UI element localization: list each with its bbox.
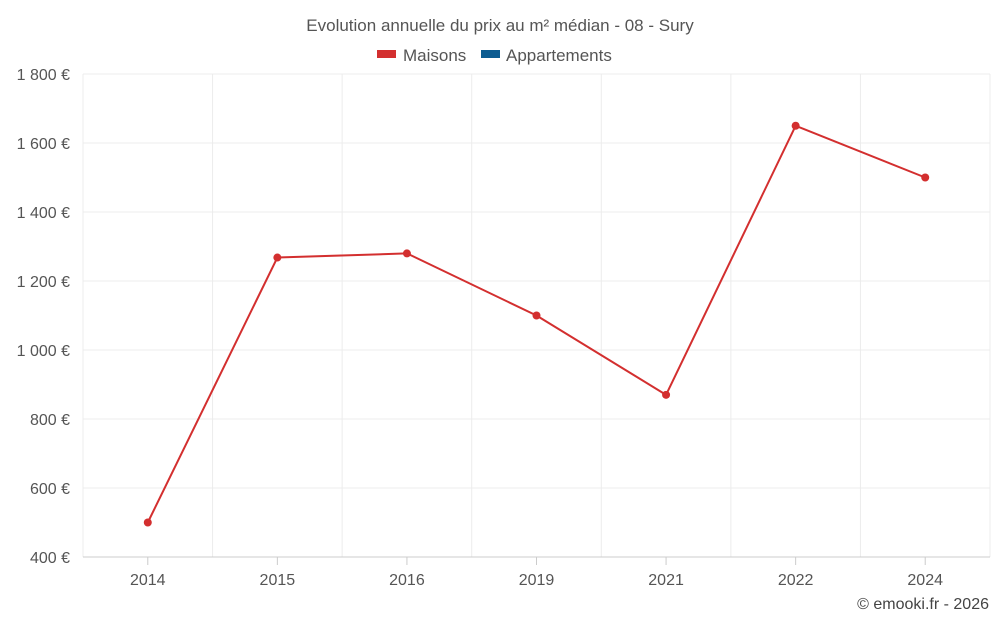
y-tick-label: 400 € xyxy=(30,550,70,567)
x-tick-label: 2015 xyxy=(260,572,296,589)
data-point[interactable] xyxy=(402,249,411,258)
data-point[interactable] xyxy=(532,311,541,320)
data-point[interactable] xyxy=(791,121,800,130)
y-tick-label: 1 800 € xyxy=(17,67,70,84)
series-maisons xyxy=(143,121,930,527)
y-tick-label: 1 200 € xyxy=(17,274,70,291)
x-tick-label: 2016 xyxy=(389,572,425,589)
x-tick-label: 2014 xyxy=(130,572,166,589)
data-point[interactable] xyxy=(662,390,671,399)
y-axis: 400 € 600 € 800 € 1 000 € 1 200 € 1 400 € 1 60… xyxy=(17,67,70,567)
x-tick-label: 2019 xyxy=(519,572,555,589)
credit-text: © emooki.fr - 2026 xyxy=(857,596,989,613)
y-tick-label: 800 € xyxy=(30,412,70,429)
legend-swatch-maisons xyxy=(377,50,396,58)
legend-swatch-appartements xyxy=(481,50,500,58)
grid xyxy=(82,73,991,557)
legend-label-maisons[interactable]: Maisons xyxy=(403,46,466,65)
y-tick-label: 600 € xyxy=(30,481,70,498)
y-tick-label: 1 400 € xyxy=(17,205,70,222)
data-point[interactable] xyxy=(921,173,930,182)
series-line-maisons xyxy=(146,124,926,523)
data-point[interactable] xyxy=(143,518,152,527)
x-tick-label: 2024 xyxy=(907,572,943,589)
legend: Maisons Appartements xyxy=(377,46,612,65)
data-point[interactable] xyxy=(273,253,282,262)
legend-label-appartements[interactable]: Appartements xyxy=(506,46,612,65)
y-tick-label: 1 000 € xyxy=(17,343,70,360)
x-tick-label: 2022 xyxy=(778,572,814,589)
y-tick-label: 1 600 € xyxy=(17,136,70,153)
x-axis: 2014 2015 2016 2019 2021 2022 2024 xyxy=(83,556,990,589)
x-tick-label: 2021 xyxy=(648,572,684,589)
chart-title: Evolution annuelle du prix au m² médian … xyxy=(306,16,694,35)
